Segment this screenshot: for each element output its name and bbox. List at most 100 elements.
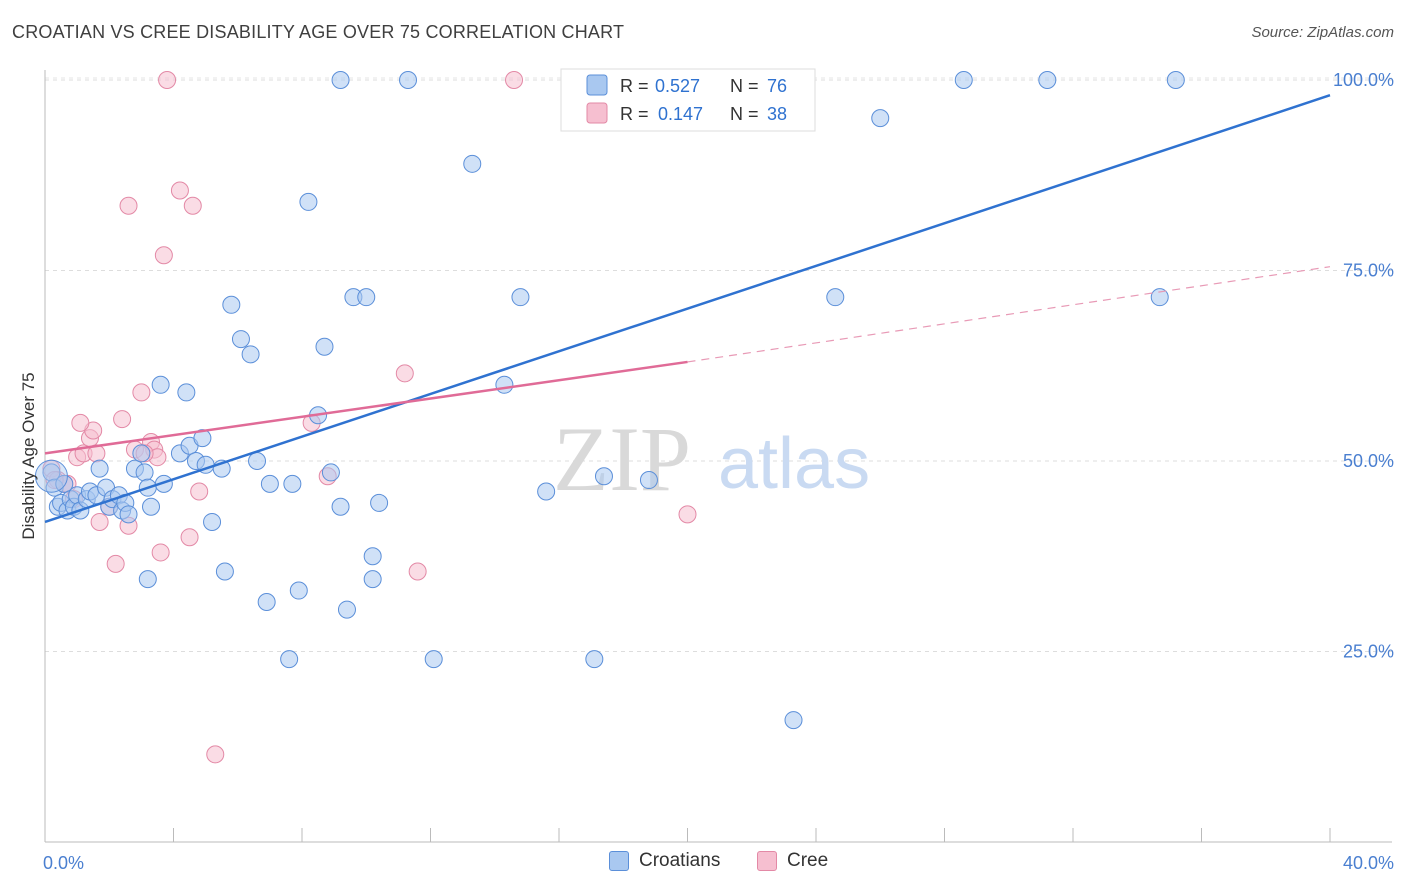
croatians-point xyxy=(363,547,382,566)
croatians-point xyxy=(151,375,170,394)
croatians-point xyxy=(357,288,376,307)
stats-legend: R = 0.527 N = 76 R = 0.147 N = 38 xyxy=(560,68,816,132)
source-label: Source: ZipAtlas.com xyxy=(1251,24,1394,41)
croatians-point xyxy=(257,592,276,611)
croatians-point xyxy=(132,444,151,463)
croatians-point xyxy=(511,288,530,307)
cree-point xyxy=(190,482,209,501)
y-tick-label: 50.0% xyxy=(1343,451,1394,471)
croatians-point xyxy=(370,493,389,512)
x-tick-label: 0.0% xyxy=(43,853,84,873)
cree-point xyxy=(119,196,138,215)
legend-r-value-cree: 0.147 xyxy=(658,104,703,124)
croatians-point xyxy=(241,345,260,364)
croatians-point xyxy=(1038,71,1057,89)
croatians-point xyxy=(138,570,157,589)
croatians-trend-line xyxy=(44,94,1331,524)
cree-point xyxy=(151,543,170,562)
legend-swatch-croatians xyxy=(586,74,608,96)
y-tick-label: 75.0% xyxy=(1343,261,1394,281)
legend-r-value-croatians: 0.527 xyxy=(655,76,700,96)
croatians-swatch xyxy=(609,851,629,871)
cree-point xyxy=(395,364,414,383)
croatians-point xyxy=(248,452,267,470)
croatians-point xyxy=(90,459,109,478)
cree-trend-line xyxy=(44,360,688,455)
cree-point xyxy=(408,562,427,581)
chart-title: CROATIAN VS CREE DISABILITY AGE OVER 75 … xyxy=(12,22,625,42)
cree-point xyxy=(180,528,199,547)
cree-point xyxy=(71,413,90,432)
cree-point xyxy=(154,246,173,265)
cree-point xyxy=(678,505,697,524)
croatians-point xyxy=(363,570,382,589)
croatians-point xyxy=(537,482,556,501)
legend-n-value-cree: 38 xyxy=(767,104,787,124)
croatians-point xyxy=(337,600,356,619)
croatians-point xyxy=(231,330,250,349)
trend-lines xyxy=(44,94,1331,524)
croatians-point xyxy=(594,467,613,486)
grid-lines xyxy=(45,77,1392,652)
croatians-point xyxy=(280,650,299,669)
y-tick-label: 100.0% xyxy=(1333,70,1394,90)
bottom-legend-cree[interactable]: Cree xyxy=(757,850,828,872)
x-tick-label: 40.0% xyxy=(1343,853,1394,873)
croatians-point xyxy=(142,497,161,516)
bottom-legend-label-croatians: Croatians xyxy=(639,850,721,871)
croatians-point xyxy=(826,288,845,307)
croatians-point xyxy=(954,71,973,89)
croatians-point xyxy=(203,512,222,531)
croatians-point xyxy=(784,711,803,730)
cree-trend-extension xyxy=(687,266,1331,363)
y-tick-label: 25.0% xyxy=(1343,642,1394,662)
croatians-point xyxy=(424,650,443,669)
croatians-point xyxy=(639,471,658,490)
croatians-point xyxy=(135,463,154,482)
croatians-point xyxy=(260,474,279,493)
croatians-point xyxy=(321,463,340,482)
legend-r-label-croatians: R = xyxy=(620,76,649,96)
bottom-legend-label-cree: Cree xyxy=(787,850,829,871)
bottom-legend-croatians[interactable]: Croatians xyxy=(609,850,720,872)
croatians-point xyxy=(177,383,196,402)
cree-point xyxy=(170,181,189,200)
croatians-point xyxy=(585,650,604,669)
croatians-point xyxy=(495,375,514,394)
legend-n-value-croatians: 76 xyxy=(767,76,787,96)
tick-labels: 25.0% 50.0% 75.0% 100.0% 0.0% 40.0% xyxy=(43,70,1394,873)
cree-point xyxy=(90,512,109,531)
cree-point xyxy=(505,71,524,89)
croatians-point xyxy=(193,429,212,448)
croatians-point xyxy=(215,562,234,581)
axes xyxy=(44,70,1392,843)
watermark: ZIP atlas xyxy=(553,408,870,510)
watermark-zip: ZIP xyxy=(553,408,691,510)
croatians-point xyxy=(331,497,350,516)
croatians-point xyxy=(299,192,318,211)
legend-n-label-cree: N = xyxy=(730,104,759,124)
croatians-point xyxy=(463,154,482,173)
croatians-point xyxy=(154,474,173,493)
croatians-point xyxy=(119,505,138,524)
bottom-legend: Croatians Cree xyxy=(0,850,1406,880)
y-axis-label: Disability Age Over 75 xyxy=(19,372,38,539)
croatians-point xyxy=(1150,288,1169,307)
croatians-point xyxy=(55,474,74,493)
cree-point xyxy=(206,745,225,764)
cree-point xyxy=(113,410,132,429)
croatians-point xyxy=(331,71,350,89)
cree-point xyxy=(183,196,202,215)
legend-r-label-cree: R = xyxy=(620,104,649,124)
legend-swatch-cree xyxy=(586,102,608,124)
croatians-point xyxy=(871,109,890,128)
watermark-atlas: atlas xyxy=(718,424,870,504)
croatians-point xyxy=(315,337,334,356)
croatians-point xyxy=(283,474,302,493)
cree-point xyxy=(132,383,151,402)
croatians-point xyxy=(1166,71,1185,89)
cree-point xyxy=(158,71,177,89)
croatians-point xyxy=(289,581,308,600)
croatians-points xyxy=(34,71,1185,730)
